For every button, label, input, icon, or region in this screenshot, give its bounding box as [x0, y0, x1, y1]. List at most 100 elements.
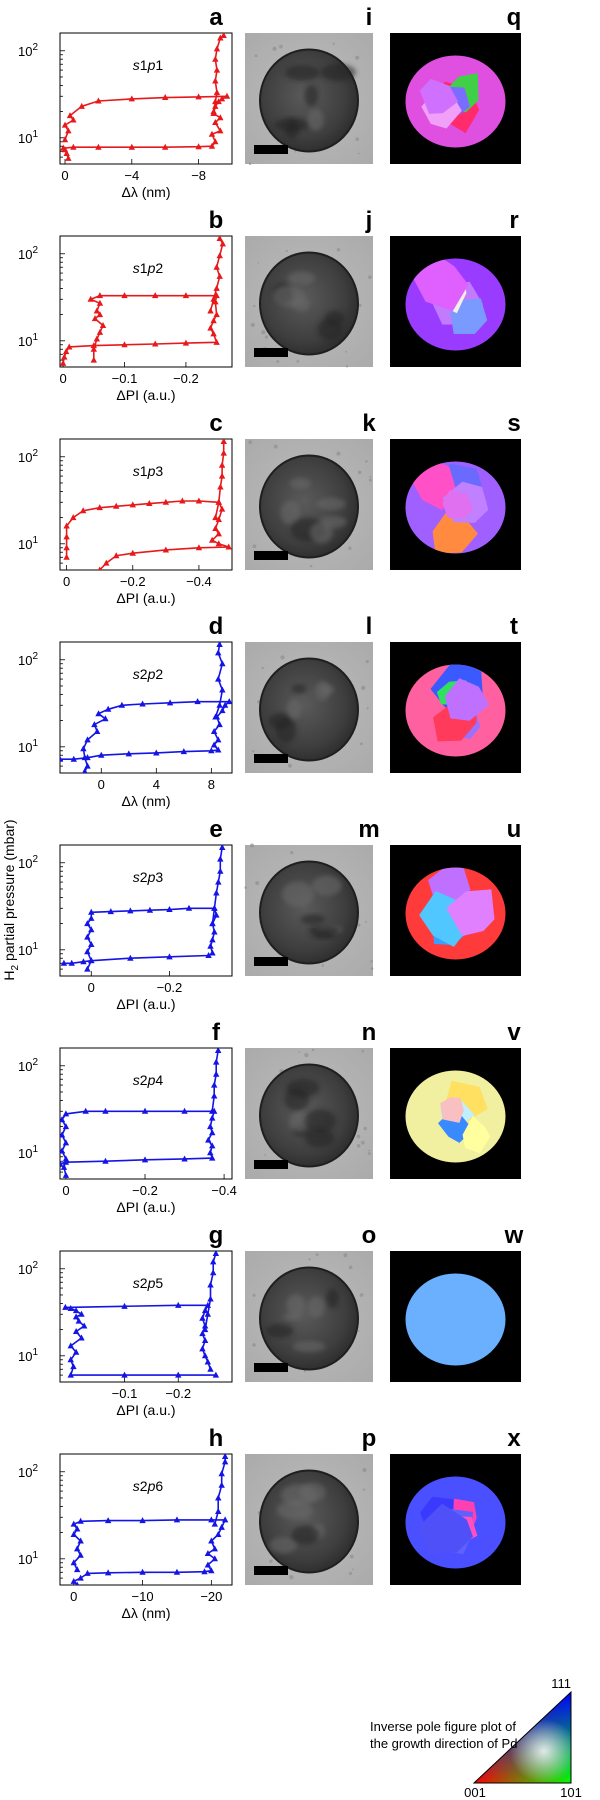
data-point-marker — [77, 1517, 84, 1524]
data-point-marker — [81, 1585, 87, 1591]
data-point-marker — [210, 330, 217, 337]
data-point-marker — [118, 701, 126, 708]
data-point-marker — [96, 299, 104, 306]
tem-noise-dot — [269, 1559, 273, 1563]
data-point-marker — [88, 926, 95, 933]
scale-bar — [254, 1160, 288, 1169]
data-point-marker — [66, 112, 74, 119]
tem-noise-dot — [254, 54, 258, 58]
data-point-marker — [70, 116, 77, 123]
data-point-marker — [199, 1345, 206, 1352]
data-series-group — [63, 439, 232, 570]
data-point-marker — [70, 1559, 77, 1566]
tem-noise-dot — [368, 478, 372, 482]
ipf-caption-line2: the growth direction of Pd — [370, 1736, 517, 1751]
nanoparticle-rim — [259, 657, 359, 762]
y-tick-label: 101 — [18, 129, 38, 146]
tem-noise-dot — [368, 1149, 371, 1152]
plot-frame — [59, 235, 233, 368]
data-point-marker — [60, 959, 68, 966]
panel-label: j — [365, 207, 373, 234]
data-point-marker — [139, 700, 146, 707]
tem-noise-dot — [365, 459, 368, 463]
panel-label: d — [209, 613, 224, 640]
scale-bar — [254, 348, 288, 357]
y-tick-label: 101 — [18, 1144, 38, 1161]
data-point-marker — [213, 66, 221, 73]
x-axis-label: Δλ (nm) — [121, 184, 170, 200]
grain-map — [405, 1273, 506, 1366]
grain — [444, 678, 490, 721]
tem-noise-dot — [311, 1048, 315, 1052]
nanoparticle-rim — [259, 48, 359, 153]
tem-noise-dot — [261, 330, 266, 335]
nanoparticle-rim — [259, 454, 359, 559]
panel-label: v — [507, 1019, 521, 1046]
x-tick-label: 4 — [153, 777, 160, 792]
chart-panel-h: 101 102 0 −10 −20 Δλ (nm) s2p6 h — [18, 1425, 233, 1621]
data-point-marker — [66, 343, 73, 350]
sample-label: s1p3 — [133, 463, 164, 479]
tem-noise-dot — [309, 564, 313, 568]
data-point-marker — [185, 904, 193, 911]
grain-contrast — [284, 1087, 310, 1111]
data-point-marker — [205, 1136, 212, 1143]
data-point-marker — [211, 1520, 218, 1527]
data-point-marker — [162, 546, 170, 553]
sample-label: s2p5 — [133, 1275, 164, 1291]
data-point-marker — [204, 1561, 212, 1568]
hysteresis-line — [61, 95, 228, 159]
data-point-marker — [212, 118, 219, 125]
data-point-marker — [113, 502, 120, 509]
grain-contrast — [291, 1525, 320, 1545]
grain-contrast — [287, 271, 316, 285]
data-point-marker — [162, 498, 170, 505]
ebsd-panel-v: v — [390, 1019, 521, 1179]
data-point-marker — [225, 543, 232, 550]
y-tick-label: 102 — [18, 1260, 38, 1277]
data-point-marker — [84, 920, 91, 927]
y-tick-label: 102 — [18, 651, 38, 668]
data-point-marker — [81, 754, 88, 761]
tem-panel-k: k — [245, 410, 376, 570]
x-tick-label: −4 — [124, 168, 139, 183]
data-point-marker — [220, 33, 227, 38]
tem-panel-l: l — [245, 613, 373, 773]
panel-label: w — [504, 1222, 524, 1249]
data-point-marker — [208, 1537, 215, 1544]
grain — [419, 78, 459, 114]
x-tick-label: −0.2 — [165, 1386, 191, 1401]
data-point-marker — [212, 98, 219, 105]
data-point-marker — [213, 89, 221, 96]
tem-noise-dot — [304, 1052, 309, 1058]
nanoparticle-rim — [259, 251, 359, 356]
data-point-marker — [60, 755, 64, 762]
tem-noise-dot — [272, 46, 277, 51]
data-point-marker — [61, 353, 68, 360]
grain-contrast — [285, 65, 320, 81]
data-point-marker — [211, 928, 218, 935]
tem-noise-dot — [357, 470, 362, 475]
data-point-marker — [195, 143, 202, 150]
data-point-marker — [166, 953, 173, 960]
tem-panel-n: n — [245, 1019, 376, 1179]
data-point-marker — [139, 1517, 146, 1524]
data-point-marker — [210, 108, 217, 115]
data-point-marker — [209, 1154, 216, 1161]
tem-noise-dot — [308, 1258, 311, 1261]
data-series-group — [60, 236, 226, 366]
x-tick-label: −0.4 — [211, 1183, 237, 1198]
data-point-marker — [216, 701, 223, 708]
x-tick-label: 0 — [59, 371, 66, 386]
ebsd-panel-w: w — [390, 1222, 524, 1382]
tem-noise-dot — [359, 742, 363, 746]
data-point-marker — [195, 93, 202, 100]
plot-frame — [59, 32, 233, 165]
panel-label: k — [362, 410, 376, 437]
tem-noise-dot — [355, 55, 360, 60]
tem-panel-p: p — [245, 1425, 376, 1585]
data-point-marker — [211, 904, 218, 911]
tem-noise-dot — [257, 262, 260, 264]
grain-base — [405, 1273, 506, 1366]
